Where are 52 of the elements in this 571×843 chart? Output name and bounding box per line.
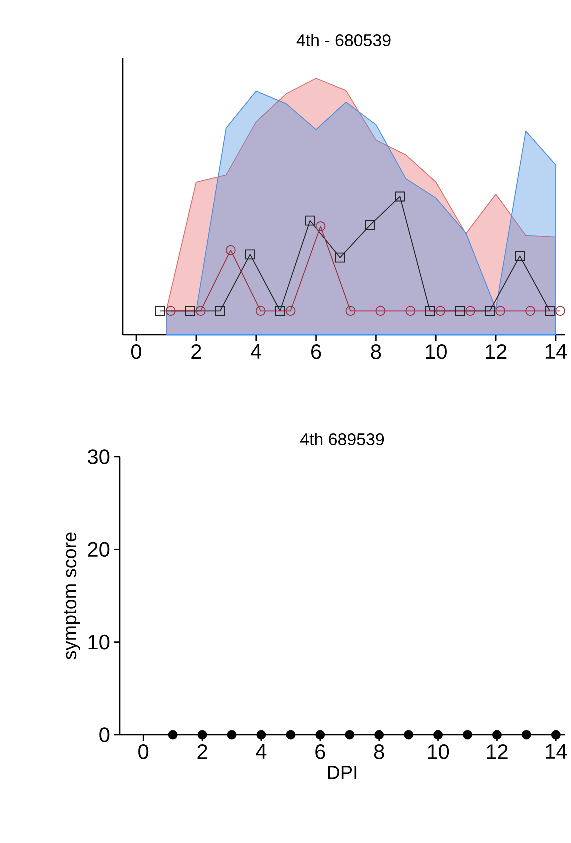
point xyxy=(526,306,536,316)
point xyxy=(545,306,555,316)
point xyxy=(496,306,506,316)
x-axis-title: DPI xyxy=(328,766,357,780)
point xyxy=(365,220,376,230)
point xyxy=(286,306,296,316)
x-tick-label: 0 xyxy=(131,344,142,360)
x-tick-label: 12 xyxy=(487,744,508,760)
point xyxy=(226,245,236,256)
point xyxy=(156,306,166,316)
y-axis-title: symptom score xyxy=(64,532,80,660)
point xyxy=(376,306,386,316)
x-tick-label: 0 xyxy=(138,744,149,760)
point xyxy=(275,306,286,316)
point xyxy=(166,306,176,316)
point xyxy=(185,306,196,316)
point xyxy=(466,306,476,316)
point xyxy=(425,306,436,316)
x-tick-label: 2 xyxy=(192,344,202,360)
x-tick-label: 14 xyxy=(546,344,568,359)
point xyxy=(256,306,266,316)
y-tick-label: 0 xyxy=(100,728,110,742)
point xyxy=(196,306,206,316)
point xyxy=(406,306,416,316)
x-tick-label: 6 xyxy=(312,344,322,360)
point xyxy=(455,306,466,316)
point xyxy=(395,192,406,202)
x-tick-label: 10 xyxy=(426,344,447,360)
point xyxy=(515,251,526,262)
x-tick-label: 4 xyxy=(251,344,262,359)
chart-title: 4th - 680539 xyxy=(296,34,391,46)
x-tick-label: 2 xyxy=(198,744,208,760)
x-tick-label: 12 xyxy=(486,344,507,360)
point xyxy=(335,252,346,263)
x-tick-label: 8 xyxy=(374,744,384,760)
x-tick-label: 10 xyxy=(428,744,450,760)
point xyxy=(316,222,326,232)
point xyxy=(215,306,226,316)
x-tick-label: 14 xyxy=(546,744,568,759)
point xyxy=(485,306,496,316)
x-tick-label: 4 xyxy=(256,744,267,759)
y-tick-label: 10 xyxy=(88,634,110,650)
x-tick-label: 6 xyxy=(316,744,326,760)
y-tick-label: 20 xyxy=(88,542,110,558)
y-tick-label: 30 xyxy=(88,450,110,464)
point xyxy=(436,306,446,316)
x-tick-label: 8 xyxy=(371,344,382,360)
chart-title: 4th 689539 xyxy=(300,433,384,446)
point xyxy=(556,306,566,316)
point xyxy=(245,250,256,260)
point xyxy=(305,216,316,226)
point xyxy=(346,306,356,316)
